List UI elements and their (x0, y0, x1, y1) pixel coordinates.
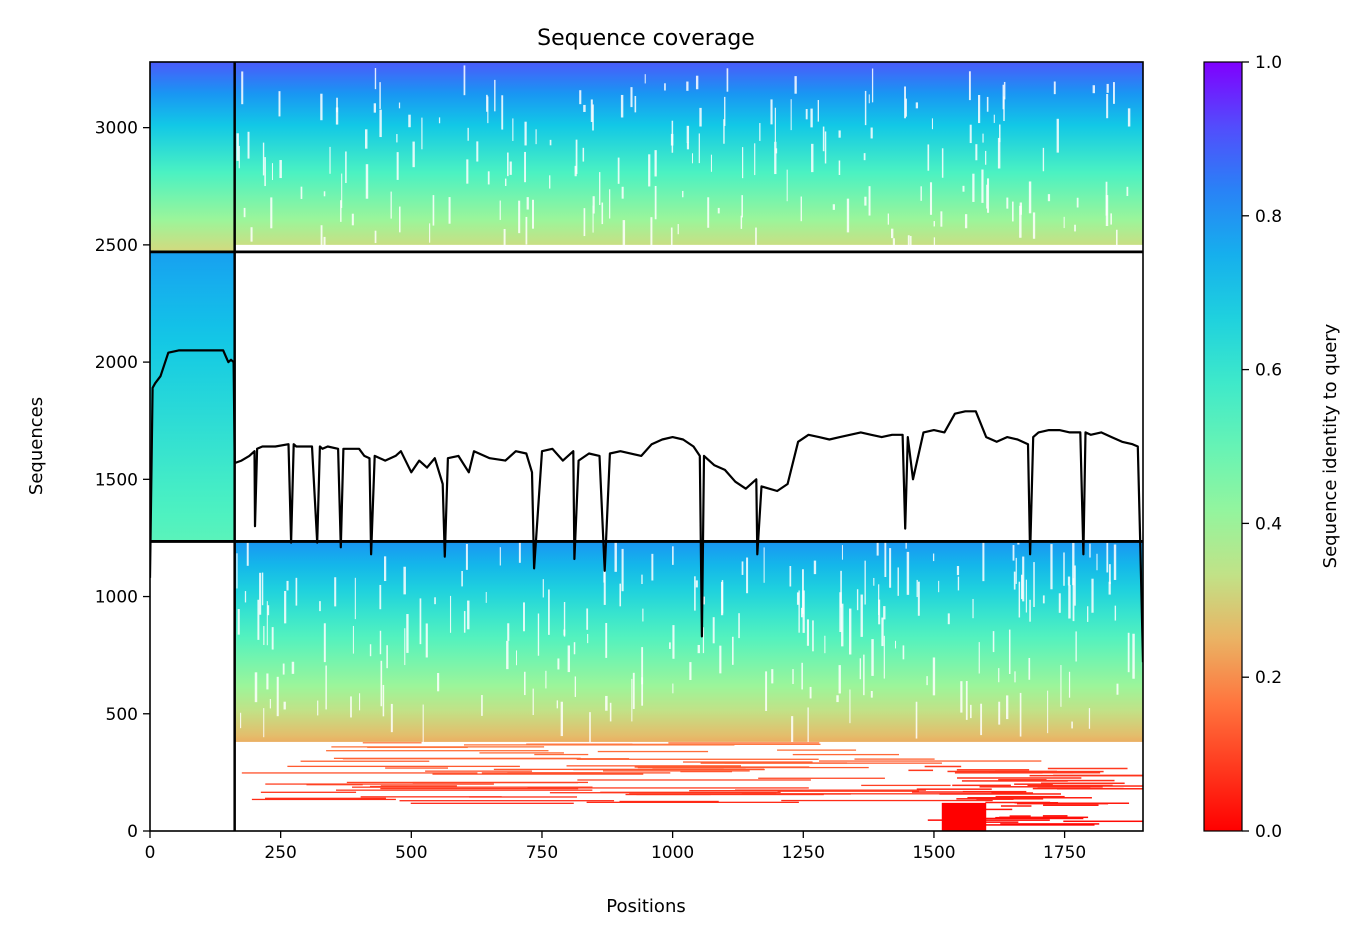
x-axis: 0 250 500 750 1000 1250 1500 1750 (145, 831, 1086, 863)
colorbar-ticks: 0.0 0.2 0.4 0.6 0.8 1.0 (1242, 53, 1282, 842)
y-tick-label: 0 (127, 822, 138, 842)
colorbar-label: Sequence identity to query (1320, 323, 1341, 568)
x-tick-label: 1250 (782, 843, 825, 863)
y-tick-label: 500 (106, 705, 138, 725)
y-tick-label: 2500 (95, 236, 138, 256)
colorbar-gradient (1203, 61, 1243, 832)
chart-title: Sequence coverage (537, 26, 755, 51)
upper-gap-strip (234, 244, 1143, 252)
y-tick-label: 3000 (95, 119, 138, 139)
domain-1-block (150, 251, 235, 542)
low-identity-streaks (241, 742, 1143, 826)
x-tick-label: 1500 (912, 843, 955, 863)
x-tick-label: 750 (526, 843, 558, 863)
x-tick-label: 250 (264, 843, 296, 863)
x-tick-label: 500 (395, 843, 427, 863)
y-tick-label: 1000 (95, 588, 138, 608)
y-tick-label: 2000 (95, 353, 138, 373)
colorbar-tick-label: 0.8 (1255, 207, 1282, 227)
y-axis-label: Sequences (26, 397, 47, 495)
coverage-line (150, 349, 1143, 663)
x-tick-label: 1750 (1043, 843, 1086, 863)
y-tick-label: 1500 (95, 470, 138, 490)
coverage-gaps (236, 65, 1143, 752)
colorbar-tick-label: 1.0 (1255, 53, 1282, 73)
x-tick-label: 1000 (651, 843, 694, 863)
colorbar-tick-label: 0.4 (1255, 514, 1282, 534)
y-axis: 0 500 1000 1500 2000 2500 3000 (95, 119, 150, 842)
colorbar-tick-label: 0.0 (1255, 822, 1282, 842)
plot-area (150, 62, 1143, 831)
colorbar-tick-label: 0.2 (1255, 668, 1282, 688)
plot-frame (149, 61, 1144, 832)
colorbar-tick-label: 0.6 (1255, 361, 1282, 381)
x-tick-label: 0 (145, 843, 156, 863)
colorbar: 0.0 0.2 0.4 0.6 0.8 1.0 Sequence identity to … (1203, 53, 1341, 842)
lowest-identity-patch (941, 802, 987, 831)
x-axis-label: Positions (606, 896, 685, 917)
domain-2-block-upper (150, 62, 1143, 252)
